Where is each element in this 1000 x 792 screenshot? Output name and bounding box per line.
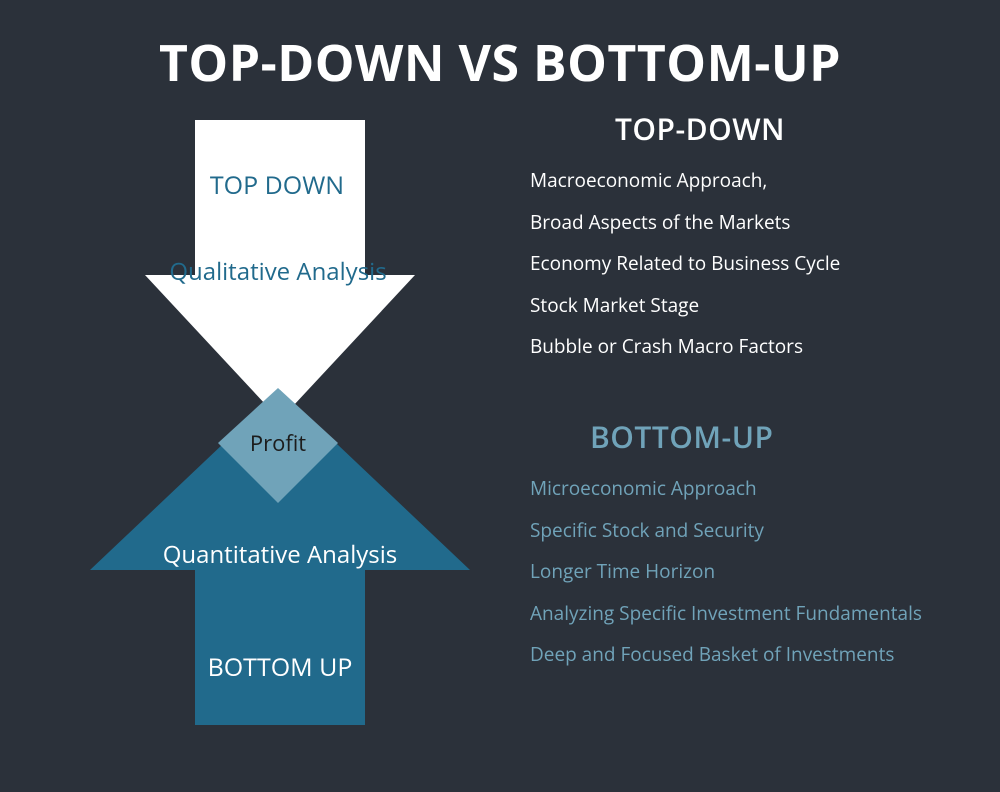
list-item: Macroeconomic Approach,	[530, 167, 980, 194]
quantitative-analysis-label: Quantitative Analysis	[130, 538, 430, 571]
list-item: Analyzing Specific Investment Fundamenta…	[530, 600, 980, 627]
list-item: Longer Time Horizon	[530, 558, 980, 585]
list-item: Bubble or Crash Macro Factors	[530, 333, 980, 360]
top-down-arrow-label: TOP DOWN	[187, 168, 367, 202]
list-item: Microeconomic Approach	[530, 475, 980, 502]
list-item: Economy Related to Business Cycle	[530, 250, 980, 277]
list-item: Deep and Focused Basket of Investments	[530, 641, 980, 668]
bottom-up-heading: BOTTOM-UP	[590, 416, 980, 457]
bottom-up-bullets: Microeconomic Approach Specific Stock an…	[530, 475, 980, 668]
bottom-up-arrow-label: BOTTOM UP	[180, 650, 380, 684]
list-item: Stock Market Stage	[530, 292, 980, 319]
page-title: TOP-DOWN VS BOTTOM-UP	[0, 28, 1000, 96]
descriptions-panel: TOP-DOWN Macroeconomic Approach, Broad A…	[530, 108, 980, 683]
list-item: Broad Aspects of the Markets	[530, 209, 980, 236]
qualitative-analysis-label: Qualitative Analysis	[148, 255, 408, 288]
top-down-bullets: Macroeconomic Approach, Broad Aspects of…	[530, 167, 980, 360]
profit-label: Profit	[218, 428, 338, 458]
list-item: Specific Stock and Security	[530, 517, 980, 544]
arrows-diagram: TOP DOWN Qualitative Analysis Profit Qua…	[30, 110, 500, 770]
top-down-heading: TOP-DOWN	[530, 108, 870, 149]
